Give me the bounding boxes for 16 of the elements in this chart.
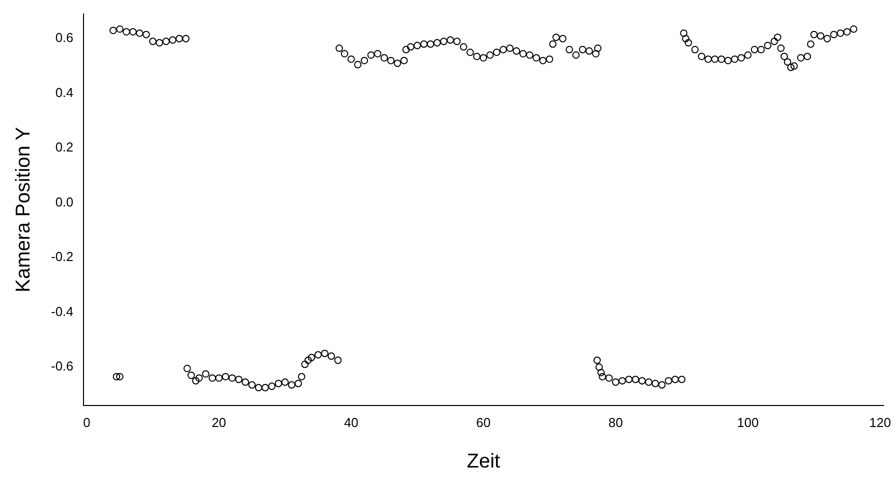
x-tick-label: 0 <box>83 414 90 430</box>
y-tick-label: 0.4 <box>55 84 74 100</box>
x-tick-label: 40 <box>344 414 358 430</box>
y-axis-title: Kamera Position Y <box>12 127 35 292</box>
y-tick-label: 0.6 <box>55 30 74 46</box>
y-tick-label: -0.6 <box>50 358 74 374</box>
x-tick-label: 120 <box>869 414 891 430</box>
x-tick-label: 20 <box>212 414 226 430</box>
y-tick-label: 0.0 <box>55 194 74 210</box>
y-tick-label: -0.4 <box>50 304 74 319</box>
x-tick-label: 60 <box>476 414 491 430</box>
x-axis-title: Zeit <box>466 450 501 473</box>
y-tick-label: 0.2 <box>55 140 74 155</box>
x-tick-label: 100 <box>737 414 759 430</box>
y-tick-label: -0.2 <box>50 249 74 264</box>
x-tick-label: 80 <box>608 414 623 430</box>
